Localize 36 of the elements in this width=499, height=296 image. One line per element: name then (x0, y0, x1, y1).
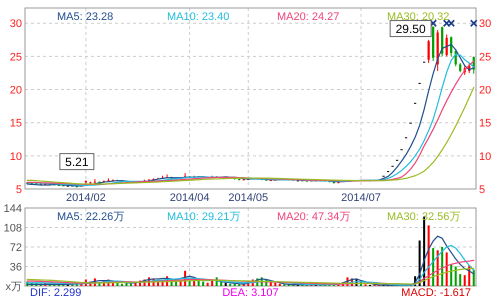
x-tick-label: 2014/04 (170, 192, 210, 204)
y2-tick-label: 30 (479, 18, 492, 30)
text: DEA: 3.107 (222, 287, 279, 296)
x-tick-label: 2014/05 (228, 192, 268, 204)
x-tick-label: 2014/02 (66, 192, 106, 204)
y2-tick-label: 15 (479, 118, 492, 130)
y-tick-label: 144 (4, 203, 22, 215)
annotation: 5.21 (59, 153, 94, 170)
y2-tick-label: 25 (479, 51, 492, 64)
y2-tick-label: 10 (479, 150, 492, 163)
y-tick-label: 108 (4, 222, 22, 234)
text: MA20: 24.27 (277, 11, 340, 23)
text: MA20: 47.34万 (277, 211, 350, 223)
x-tick-label: 2014/07 (341, 192, 381, 204)
annotation: 29.50 (396, 22, 426, 36)
y-tick-label: 10 (10, 150, 22, 163)
y2-tick-label: 20 (479, 84, 492, 97)
annotation: 5.21 (65, 155, 89, 170)
y-tick-label: 36 (10, 262, 22, 274)
y-tick-label: 20 (10, 84, 22, 97)
y-tick-label: 25 (10, 51, 22, 64)
text: MA5: 23.28 (57, 11, 114, 23)
text: MACD: -1.617 (401, 287, 471, 296)
y-tick-label: 15 (10, 118, 22, 130)
text: DIF: 2.299 (30, 287, 82, 296)
text: MA30: 20.32 (387, 11, 450, 23)
text: MA5: 22.26万 (57, 211, 124, 223)
text: MA10: 29.21万 (167, 211, 240, 223)
text: MA30: 32.56万 (387, 211, 460, 223)
y-tick-label: 72 (10, 242, 22, 254)
y2-tick-label: 5 (479, 184, 486, 196)
y-tick-label: 5 (16, 184, 22, 196)
annotation: 29.50 (390, 20, 432, 38)
text: MA10: 23.40 (167, 11, 230, 23)
y-tick-label: 30 (10, 18, 22, 30)
y-tick-label: x万 (6, 281, 22, 293)
